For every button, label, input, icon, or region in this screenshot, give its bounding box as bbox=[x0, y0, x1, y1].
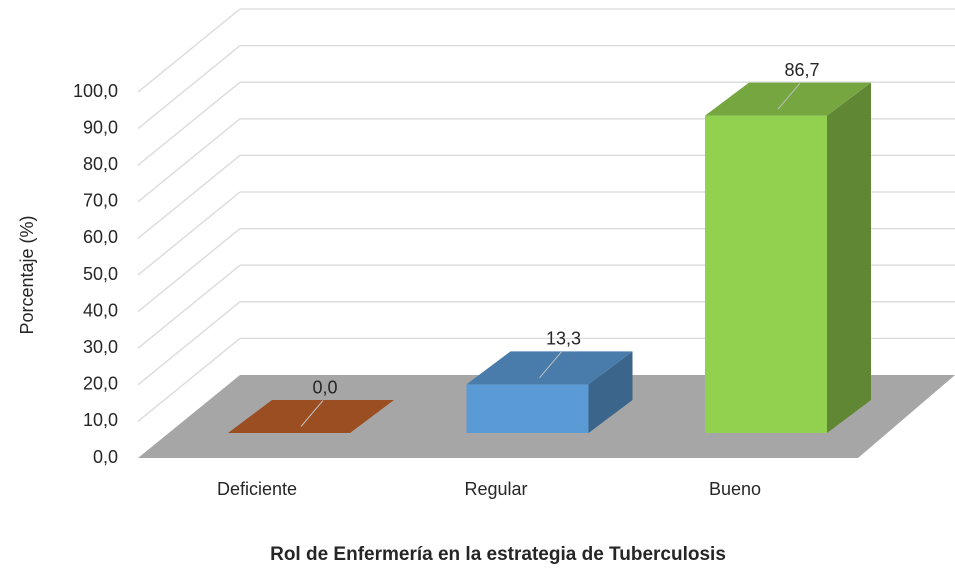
bar-top bbox=[705, 82, 871, 116]
bar-front bbox=[705, 115, 827, 433]
x-tick-label: Deficiente bbox=[217, 479, 297, 499]
grid-line bbox=[137, 191, 241, 276]
leader-line bbox=[539, 351, 562, 379]
bar-side bbox=[588, 351, 633, 433]
y-tick-label: 70,0 bbox=[83, 191, 118, 211]
y-tick-label: 80,0 bbox=[83, 154, 118, 174]
leader-line bbox=[300, 400, 324, 427]
y-tick-label: 40,0 bbox=[83, 300, 118, 320]
y-tick-label: 0,0 bbox=[93, 447, 118, 467]
data-label: 13,3 bbox=[546, 329, 581, 349]
grid-line bbox=[137, 118, 241, 203]
x-axis-title: Rol de Enfermería en la estrategia de Tu… bbox=[270, 544, 726, 565]
y-axis-label: Porcentaje (%) bbox=[17, 215, 37, 334]
bar bbox=[466, 351, 633, 433]
bar-top bbox=[228, 400, 394, 433]
leader-line bbox=[777, 82, 801, 110]
y-tick-label: 60,0 bbox=[83, 227, 118, 247]
grid-line bbox=[137, 8, 241, 93]
grid-line bbox=[137, 154, 241, 239]
grid-line bbox=[137, 264, 241, 349]
data-label: 86,7 bbox=[784, 60, 819, 80]
bar bbox=[228, 400, 394, 433]
grid-line bbox=[137, 45, 241, 130]
x-tick-label: Regular bbox=[464, 479, 527, 499]
y-tick-label: 100,0 bbox=[73, 81, 118, 101]
grid-line bbox=[137, 337, 241, 422]
y-tick-label: 50,0 bbox=[83, 264, 118, 284]
y-tick-label: 20,0 bbox=[83, 374, 118, 394]
bar bbox=[705, 82, 871, 433]
grid-line bbox=[137, 228, 241, 313]
data-label: 0,0 bbox=[312, 377, 337, 397]
bar-top bbox=[466, 351, 633, 385]
bar-front bbox=[466, 384, 589, 433]
y-tick-label: 30,0 bbox=[83, 337, 118, 357]
bar-side bbox=[827, 82, 871, 433]
y-tick-label: 90,0 bbox=[83, 117, 118, 137]
grid-line bbox=[137, 81, 241, 166]
y-tick-label: 10,0 bbox=[83, 410, 118, 430]
x-tick-label: Bueno bbox=[709, 479, 761, 499]
grid-line bbox=[137, 301, 241, 386]
